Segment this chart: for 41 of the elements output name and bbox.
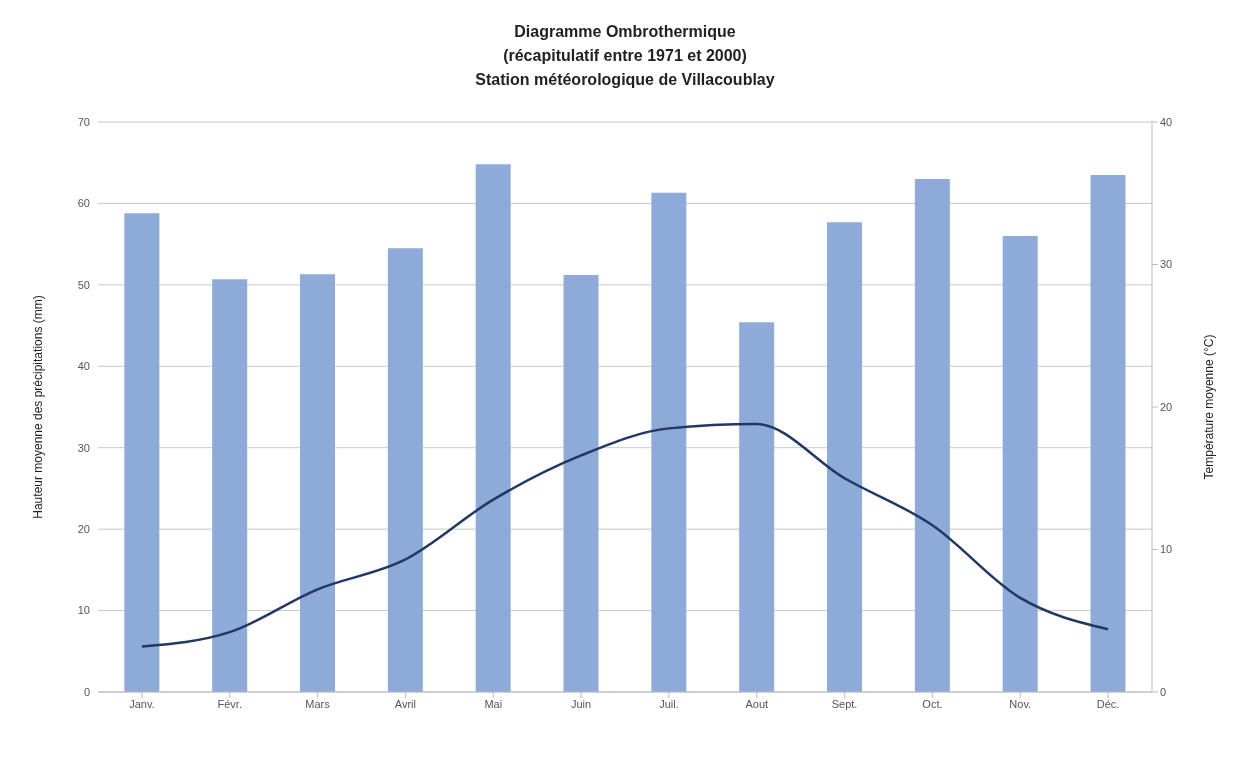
bar xyxy=(914,179,950,692)
y-axis-title: Hauteur moyenne des précipitations (mm) xyxy=(31,295,46,519)
bar xyxy=(475,164,511,692)
bar xyxy=(124,213,160,692)
y2-tick-label: 10 xyxy=(1160,543,1173,556)
x-tick-label: Juil. xyxy=(659,697,679,710)
bar xyxy=(1002,236,1038,692)
x-tick-label: Juin xyxy=(570,697,592,710)
y2-tick-label: 0 xyxy=(1160,685,1167,698)
y-tick-label: 30 xyxy=(77,441,90,454)
y-tick-label: 60 xyxy=(77,197,90,210)
x-tick-label: Sept. xyxy=(831,697,858,710)
bar xyxy=(563,275,599,692)
bar xyxy=(212,279,248,692)
y-tick-label: 0 xyxy=(83,685,90,698)
y-tick-label: 70 xyxy=(77,115,90,128)
y2-tick-label: 30 xyxy=(1160,258,1173,271)
y2-tick-label: 20 xyxy=(1160,400,1173,413)
y2-axis-title: Température moyenne (°C) xyxy=(1202,334,1217,480)
x-tick-label: Mai xyxy=(484,697,503,710)
chart-title: Diagramme Ombrothermique (récapitulatif entre 1971 et 2000) Station météorologique de Villacoublay xyxy=(474,22,776,90)
y-tick-label: 40 xyxy=(77,360,90,373)
y-tick-label: 10 xyxy=(77,604,90,617)
bar xyxy=(387,248,423,692)
x-tick-label: Aout xyxy=(745,697,769,710)
y2-tick-label: 40 xyxy=(1160,115,1173,128)
line-series xyxy=(140,422,1110,648)
x-tick-label: Févr. xyxy=(217,697,242,710)
x-tick-label: Mars xyxy=(305,697,331,710)
bar xyxy=(1090,174,1126,692)
x-tick-label: Déc. xyxy=(1096,697,1120,710)
bar xyxy=(300,274,336,692)
x-tick-label: Nov. xyxy=(1009,697,1032,710)
bar xyxy=(827,222,863,692)
x-tick-label: Oct. xyxy=(922,697,943,710)
x-tick-label: Janv. xyxy=(129,697,155,710)
bar xyxy=(739,322,775,692)
y-tick-label: 20 xyxy=(77,523,90,536)
bar xyxy=(651,192,687,692)
y-tick-label: 50 xyxy=(77,278,90,291)
x-tick-label: Avril xyxy=(394,697,417,710)
